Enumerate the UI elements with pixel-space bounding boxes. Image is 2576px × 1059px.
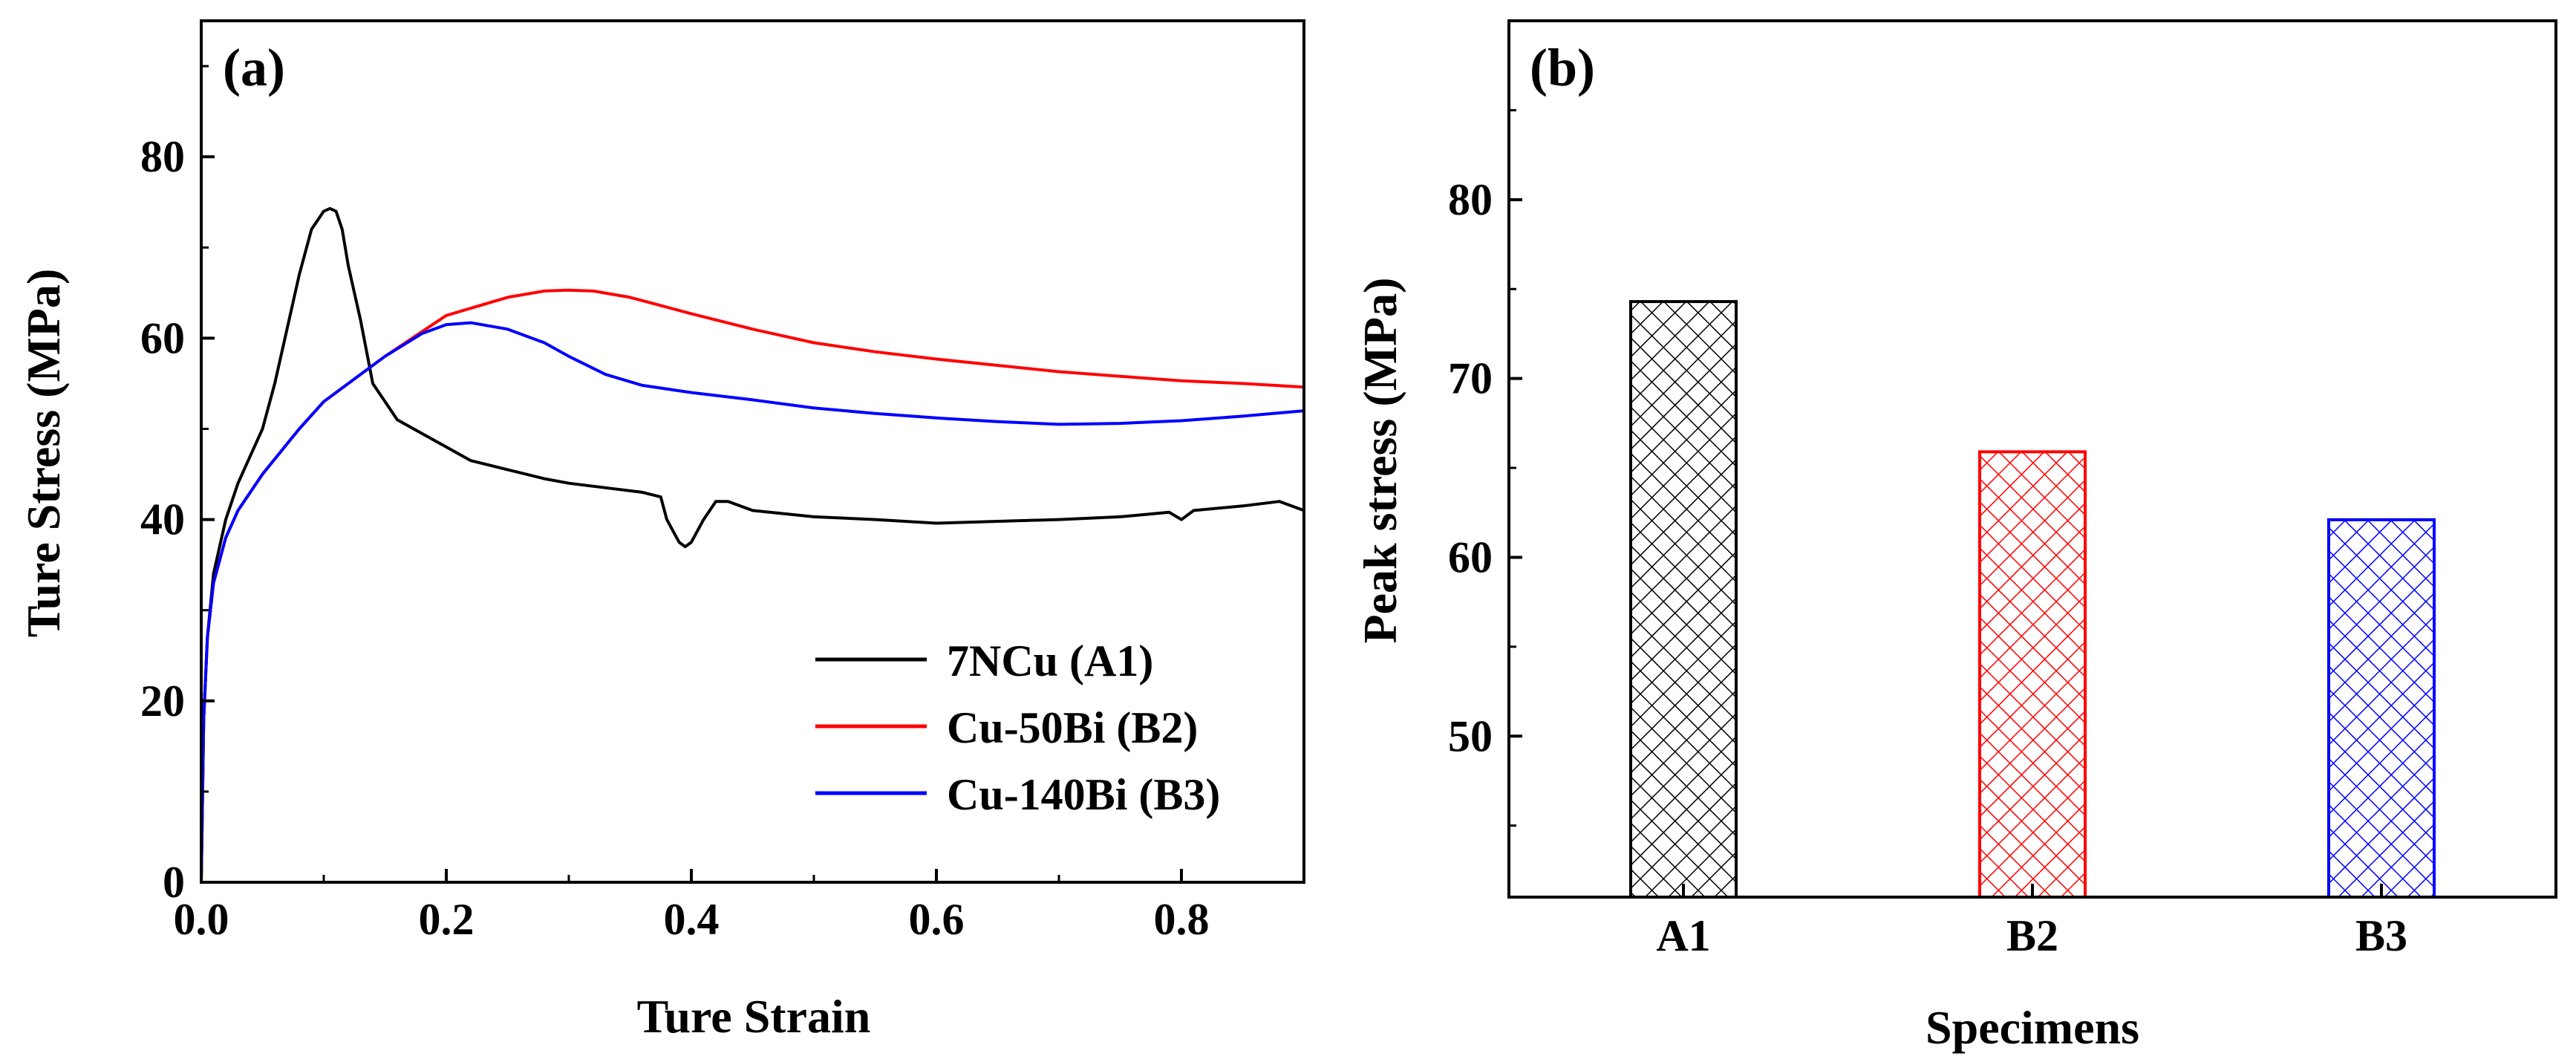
- category-label-b3: B3: [2355, 911, 2407, 960]
- legend-label-cu140bi: Cu-140Bi (B3): [947, 770, 1220, 819]
- panel-b-ylabel: Peak stress (MPa): [1354, 278, 1406, 644]
- bar-b3: [2327, 518, 2436, 899]
- y-tick-label: 40: [140, 495, 185, 544]
- y-tick-label: 60: [1448, 532, 1493, 581]
- panel-b: A1 B2 B3 50 60 70 80 (b) Specimens Peak stress…: [1354, 19, 2557, 1054]
- y-tick-label: 20: [140, 677, 185, 726]
- category-label-a1: A1: [1656, 911, 1710, 960]
- panel-a-ticks: 0.0 0.2 0.4 0.6 0.8 0 20 40 60 80: [140, 65, 1305, 944]
- x-tick-label: 0.0: [174, 895, 229, 944]
- x-tick-label: 0.2: [419, 895, 475, 944]
- panel-b-label: (b): [1530, 38, 1595, 97]
- series-line-7ncu: [201, 206, 1304, 882]
- x-tick-label: 0.8: [1154, 895, 1210, 944]
- y-tick-label: 80: [140, 132, 185, 181]
- legend-label-cu50bi: Cu-50Bi (B2): [947, 703, 1198, 752]
- legend-label-7ncu: 7NCu (A1): [947, 636, 1153, 685]
- series-line-cu140bi: [201, 321, 1304, 882]
- panel-a-frame: [200, 19, 1305, 884]
- panel-b-xlabel: Specimens: [1926, 1001, 2139, 1054]
- panel-a-xlabel: Ture Strain: [637, 990, 871, 1043]
- y-tick-label: 80: [1448, 175, 1493, 224]
- bar-b2: [1978, 450, 2087, 899]
- panel-b-ticks: A1 B2 B3 50 60 70 80: [1448, 108, 2407, 960]
- category-label-b2: B2: [2006, 911, 2058, 960]
- bar-a1: [1629, 300, 1738, 899]
- panel-a-series-lines: [201, 206, 1304, 882]
- y-tick-label: 70: [1448, 354, 1493, 403]
- x-tick-label: 0.6: [909, 895, 965, 944]
- y-tick-label: 50: [1448, 711, 1493, 760]
- panel-a-ylabel: Ture Stress (MPa): [17, 269, 70, 638]
- panel-b-bars: [1629, 300, 2436, 899]
- x-tick-label: 0.4: [664, 895, 720, 944]
- y-tick-label: 60: [140, 313, 185, 362]
- panel-a-label: (a): [223, 38, 285, 97]
- y-tick-label: 0: [163, 858, 185, 907]
- panel-a-legend: 7NCu (A1) Cu-50Bi (B2) Cu-140Bi (B3): [815, 636, 1220, 819]
- panel-a: 0.0 0.2 0.4 0.6 0.8 0 20 40 60 80 (a) Ture Strain…: [17, 19, 1305, 1043]
